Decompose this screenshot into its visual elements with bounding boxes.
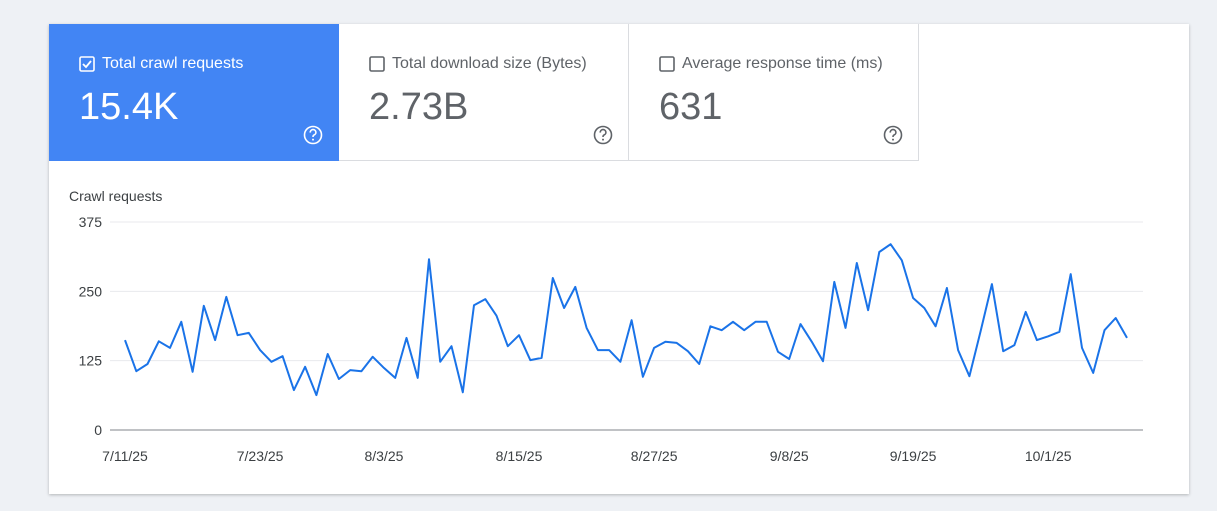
- checkbox[interactable]: [79, 56, 95, 72]
- y-axis-label: Crawl requests: [69, 188, 162, 204]
- metric-label: Average response time (ms): [682, 55, 883, 72]
- x-tick-label: 9/19/25: [890, 448, 937, 464]
- y-tick-label: 125: [79, 353, 103, 369]
- metric-label: Total crawl requests: [102, 55, 244, 72]
- x-tick-label: 7/11/25: [102, 448, 148, 464]
- y-tick-label: 375: [79, 214, 103, 230]
- checkbox[interactable]: [659, 56, 675, 72]
- y-tick-label: 0: [94, 422, 102, 438]
- metric-value: 2.73B: [369, 86, 469, 128]
- metric-value: 631: [659, 86, 723, 128]
- checkbox[interactable]: [369, 56, 385, 72]
- metric-card[interactable]: Average response time (ms) 631: [629, 24, 919, 161]
- metric-card[interactable]: Total crawl requests 15.4K: [49, 24, 339, 161]
- help-icon[interactable]: [592, 124, 614, 146]
- metric-card[interactable]: Total download size (Bytes) 2.73B: [339, 24, 629, 161]
- panel: Total crawl requests 15.4K Total downloa…: [49, 24, 1189, 494]
- data-line: [124, 243, 1128, 397]
- metric-label: Total download size (Bytes): [392, 55, 587, 72]
- metric-value: 15.4K: [79, 86, 179, 128]
- x-tick-label: 8/3/25: [364, 448, 403, 464]
- x-tick-label: 9/8/25: [770, 448, 809, 464]
- x-tick-label: 8/15/25: [496, 448, 543, 464]
- x-tick-label: 10/1/25: [1025, 448, 1072, 464]
- x-tick-label: 7/23/25: [237, 448, 284, 464]
- x-tick-label: 8/27/25: [631, 448, 678, 464]
- help-icon[interactable]: [882, 124, 904, 146]
- chart: Crawl requests 0 125 250 375 7/11/25 7/23/25 8…: [69, 188, 1143, 464]
- help-icon[interactable]: [302, 124, 324, 146]
- y-tick-label: 250: [79, 283, 103, 299]
